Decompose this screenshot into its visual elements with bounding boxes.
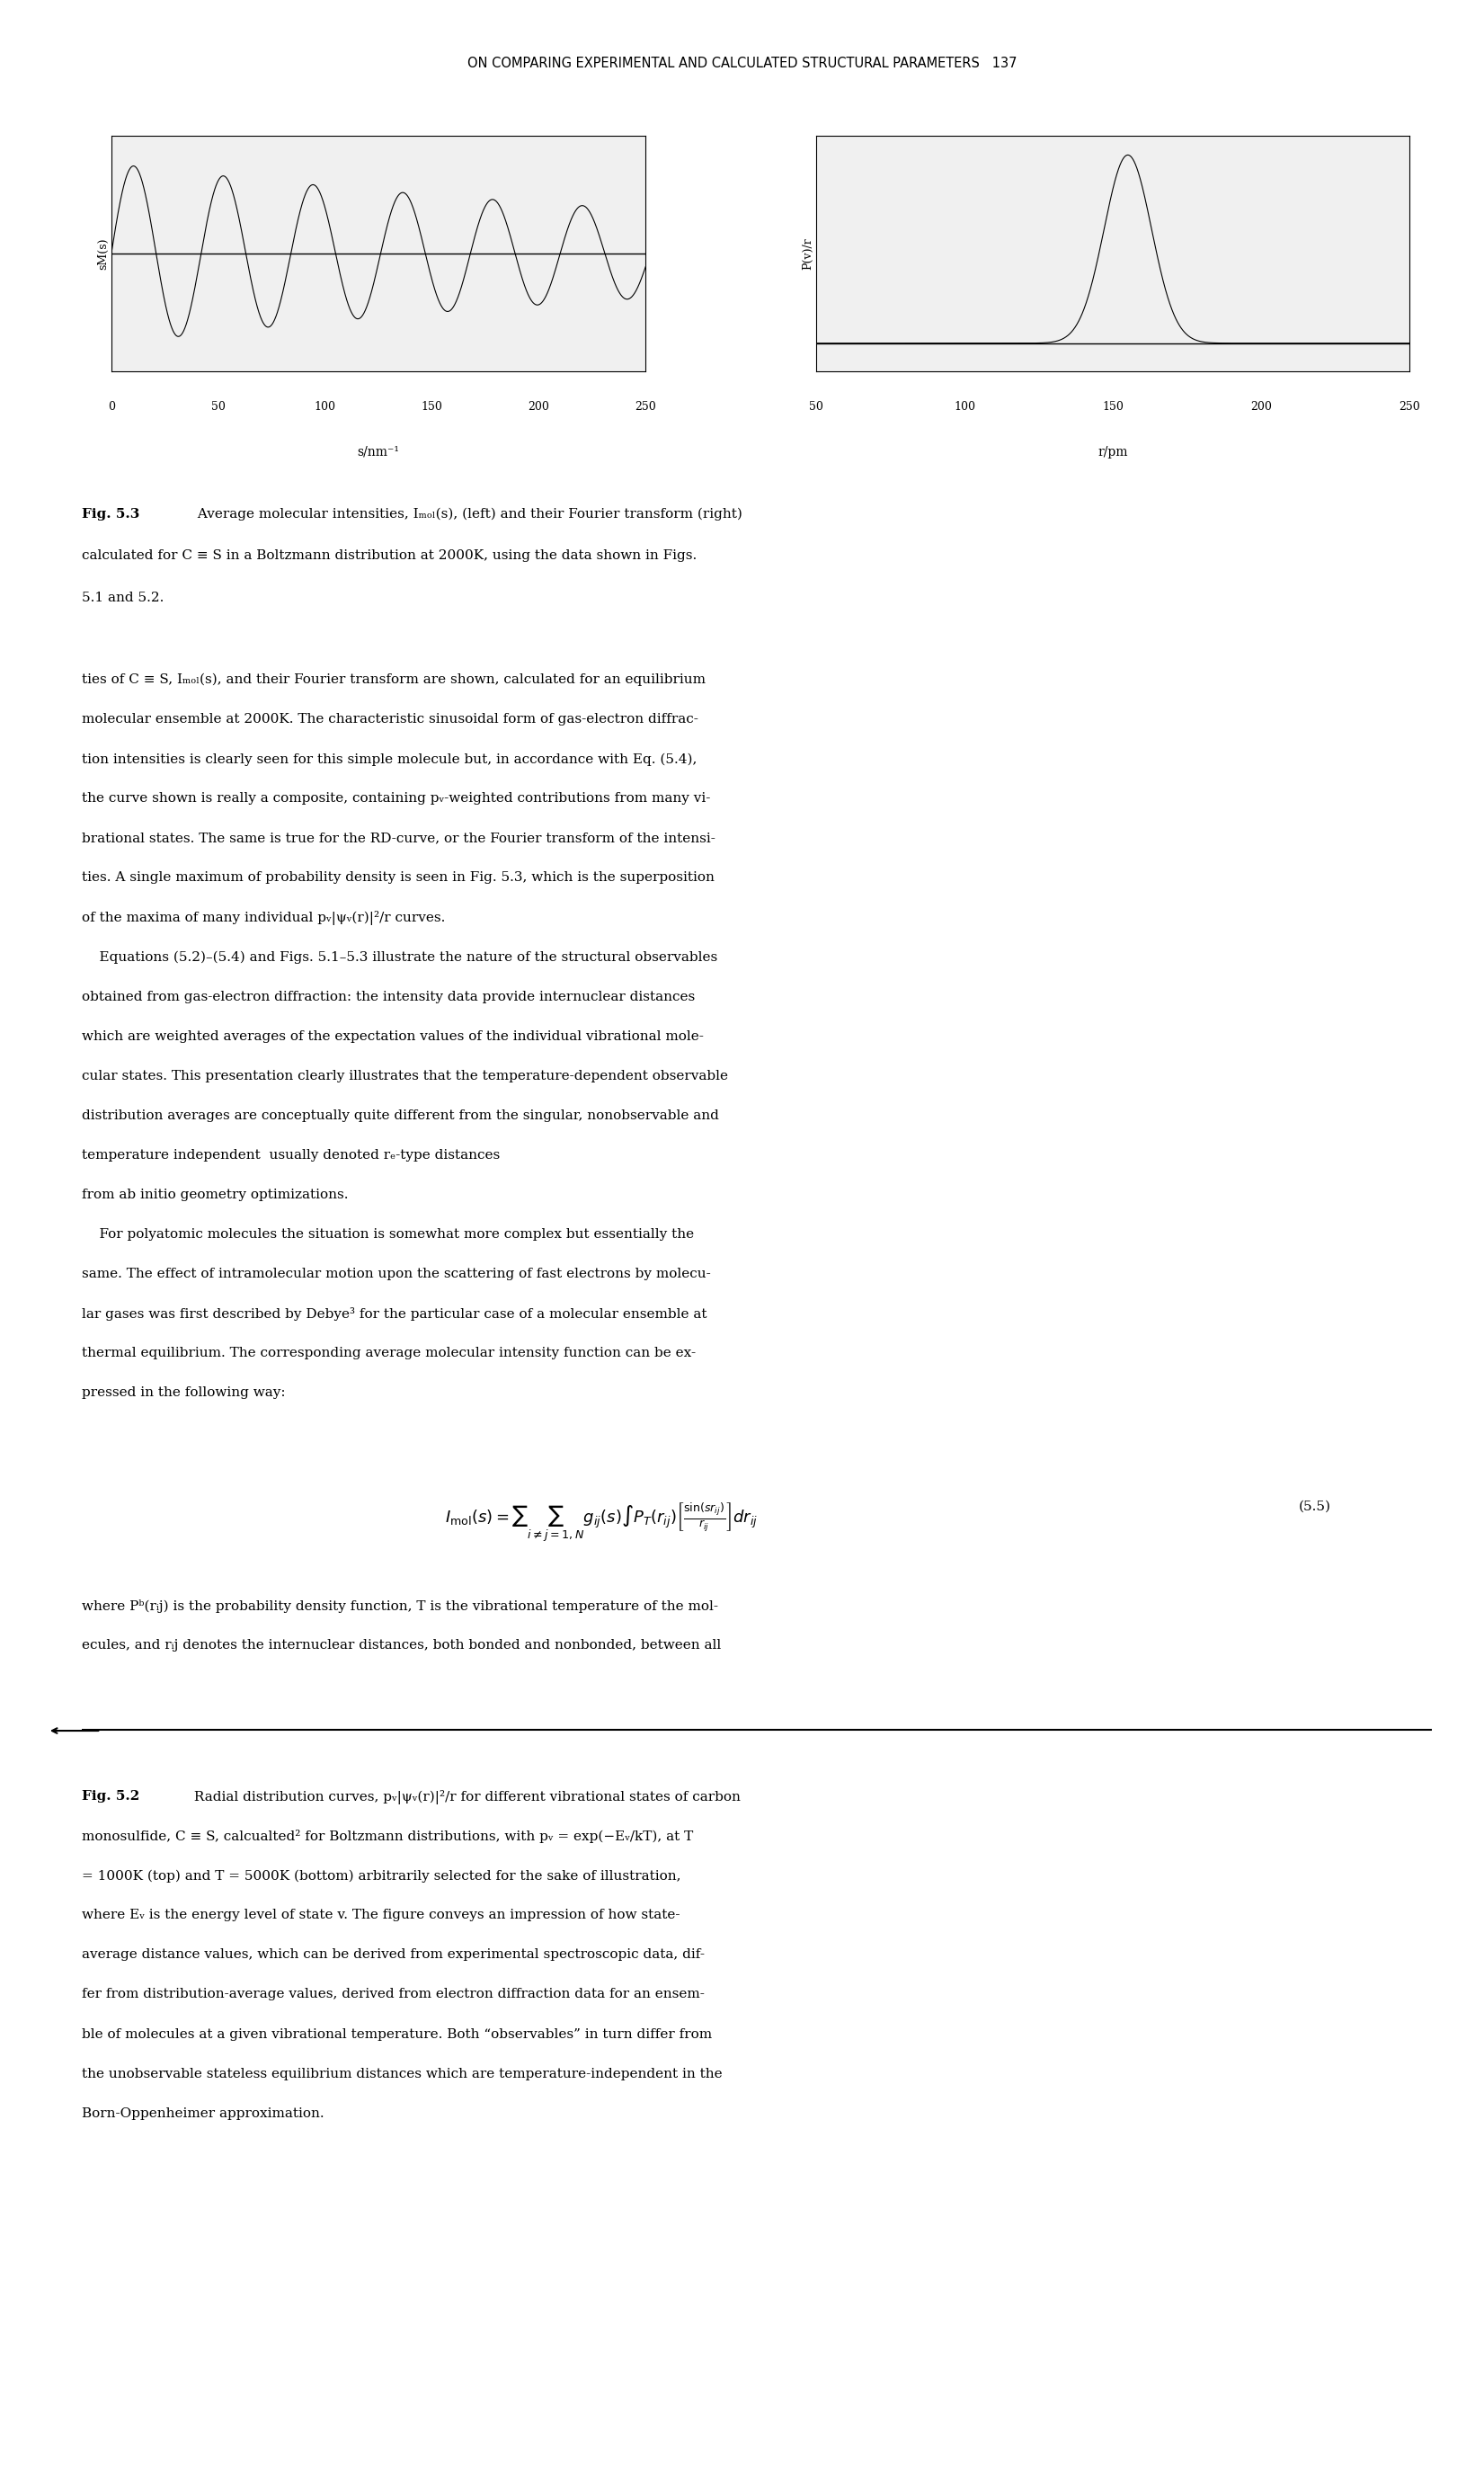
Text: lar gases was first described by Debye³ for the particular case of a molecular e: lar gases was first described by Debye³ … [82, 1307, 706, 1320]
Text: 250: 250 [1399, 401, 1420, 413]
Text: Radial distribution curves, pᵥ|ψᵥ(r)|²/r for different vibrational states of car: Radial distribution curves, pᵥ|ψᵥ(r)|²/r… [190, 1790, 741, 1805]
Text: ON COMPARING EXPERIMENTAL AND CALCULATED STRUCTURAL PARAMETERS   137: ON COMPARING EXPERIMENTAL AND CALCULATED… [467, 57, 1017, 69]
Text: thermal equilibrium. The corresponding average molecular intensity function can : thermal equilibrium. The corresponding a… [82, 1347, 696, 1359]
Text: 100: 100 [315, 401, 335, 413]
Text: the curve shown is really a composite, containing pᵥ-weighted contributions from: the curve shown is really a composite, c… [82, 792, 711, 805]
Text: monosulfide, C ≡ S, calcualted² for Boltzmann distributions, with pᵥ = exp(−Eᵥ/k: monosulfide, C ≡ S, calcualted² for Bolt… [82, 1830, 693, 1842]
Text: 5.1 and 5.2.: 5.1 and 5.2. [82, 592, 163, 604]
Y-axis label: P(v)/r: P(v)/r [801, 238, 813, 270]
Text: of the maxima of many individual pᵥ|ψᵥ(r)|²/r curves.: of the maxima of many individual pᵥ|ψᵥ(r… [82, 911, 445, 926]
Text: tion intensities is clearly seen for this simple molecule but, in accordance wit: tion intensities is clearly seen for thi… [82, 753, 697, 765]
Text: fer from distribution-average values, derived from electron diffraction data for: fer from distribution-average values, de… [82, 1988, 705, 2001]
Text: Fig. 5.3: Fig. 5.3 [82, 508, 139, 520]
Text: cular states. This presentation clearly illustrates that the temperature-depende: cular states. This presentation clearly … [82, 1070, 727, 1082]
Text: obtained from gas-electron diffraction: the intensity data provide internuclear : obtained from gas-electron diffraction: … [82, 990, 695, 1003]
Text: average distance values, which can be derived from experimental spectroscopic da: average distance values, which can be de… [82, 1949, 705, 1961]
Text: which are weighted averages of the expectation values of the individual vibratio: which are weighted averages of the expec… [82, 1030, 703, 1042]
Text: $I_{\mathrm{mol}}(s) = \sum\sum_{i \neq j=1,N} g_{ij}(s)\int P_T(r_{ij})\left[\f: $I_{\mathrm{mol}}(s) = \sum\sum_{i \neq … [445, 1500, 758, 1543]
Text: ties. A single maximum of probability density is seen in Fig. 5.3, which is the : ties. A single maximum of probability de… [82, 872, 714, 884]
Text: s/nm⁻¹: s/nm⁻¹ [358, 446, 399, 458]
Text: Fig. 5.2: Fig. 5.2 [82, 1790, 139, 1803]
Text: distribution averages are conceptually quite different from the singular, nonobs: distribution averages are conceptually q… [82, 1109, 718, 1122]
Text: 0: 0 [108, 401, 114, 413]
Text: 250: 250 [635, 401, 656, 413]
Text: Average molecular intensities, ⁠⁠Iₘₒₗ(s), (left) and their Fourier transform (ri: Average molecular intensities, ⁠⁠Iₘₒₗ(s)… [193, 508, 742, 520]
Y-axis label: sM(s): sM(s) [96, 238, 108, 270]
Text: (5.5): (5.5) [1298, 1500, 1331, 1513]
Text: brational states. The same is true for the RD-curve, or the Fourier transform of: brational states. The same is true for t… [82, 832, 715, 844]
Text: where Eᵥ is the energy level of state v. The figure conveys an impression of how: where Eᵥ is the energy level of state v.… [82, 1909, 680, 1921]
Text: molecular ensemble at 2000K. The characteristic sinusoidal form of gas-electron : molecular ensemble at 2000K. The charact… [82, 713, 697, 725]
Text: 50: 50 [809, 401, 824, 413]
Text: same. The effect of intramolecular motion upon the scattering of fast electrons : same. The effect of intramolecular motio… [82, 1268, 711, 1280]
Text: 200: 200 [528, 401, 549, 413]
Text: ties of C ≡ S, Iₘₒₗ(s), and their Fourier transform are shown, calculated for an: ties of C ≡ S, Iₘₒₗ(s), and their Fourie… [82, 673, 705, 686]
Text: 150: 150 [1103, 401, 1123, 413]
Text: Born-Oppenheimer approximation.: Born-Oppenheimer approximation. [82, 2107, 324, 2119]
Text: the unobservable stateless equilibrium distances which are temperature-independe: the unobservable stateless equilibrium d… [82, 2067, 723, 2080]
Text: 50: 50 [211, 401, 226, 413]
Text: r/pm: r/pm [1098, 446, 1128, 458]
Text: temperature independent  usually denoted rₑ-type distances: temperature independent usually denoted … [82, 1149, 500, 1161]
Text: where Pᵇ(rᵢj) is the probability density function, T is the vibrational temperat: where Pᵇ(rᵢj) is the probability density… [82, 1599, 718, 1612]
Text: pressed in the following way:: pressed in the following way: [82, 1387, 285, 1399]
Text: from ab initio geometry optimizations.: from ab initio geometry optimizations. [82, 1188, 349, 1201]
Text: = 1000K (top) and T = 5000K (bottom) arbitrarily selected for the sake of illust: = 1000K (top) and T = 5000K (bottom) arb… [82, 1869, 681, 1882]
Text: Equations (5.2)–(5.4) and Figs. 5.1–5.3 illustrate the nature of the structural : Equations (5.2)–(5.4) and Figs. 5.1–5.3 … [82, 951, 717, 963]
Text: 150: 150 [421, 401, 442, 413]
Text: 200: 200 [1251, 401, 1272, 413]
Text: ble of molecules at a given vibrational temperature. Both “observables” in turn : ble of molecules at a given vibrational … [82, 2028, 712, 2040]
Text: For polyatomic molecules the situation is somewhat more complex but essentially : For polyatomic molecules the situation i… [82, 1228, 695, 1240]
Text: calculated for C ≡ S in a Boltzmann distribution at 2000K, using the data shown : calculated for C ≡ S in a Boltzmann dist… [82, 550, 696, 562]
Text: ecules, and rᵢj denotes the internuclear distances, both bonded and nonbonded, b: ecules, and rᵢj denotes the internuclear… [82, 1639, 721, 1651]
Text: 100: 100 [954, 401, 975, 413]
